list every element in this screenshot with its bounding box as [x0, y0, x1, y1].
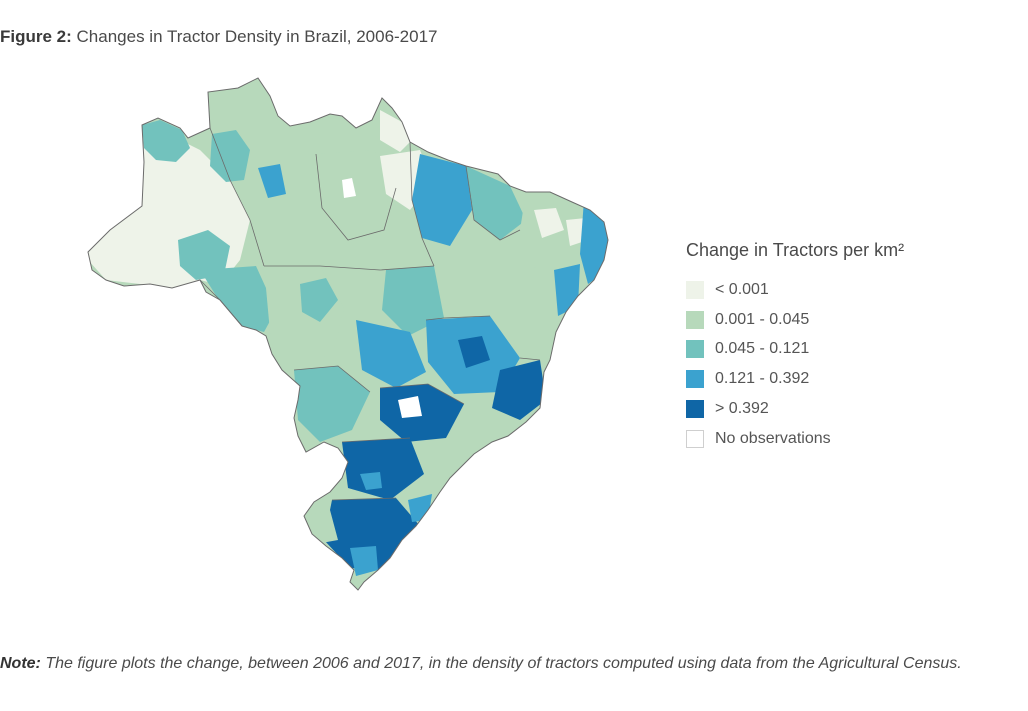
legend-swatch-3	[686, 370, 704, 389]
legend-item-5: No observations	[686, 424, 986, 454]
border-rio-grande-sul-north	[331, 497, 397, 501]
border-mato-grosso-sul	[293, 365, 371, 393]
note-label: Note:	[0, 655, 41, 672]
legend-label-2: 0.045 - 0.121	[715, 340, 810, 358]
figure-label: Figure 2:	[0, 27, 72, 46]
legend-label-4: > 0.392	[715, 400, 769, 418]
border-mato-grosso-north	[264, 265, 435, 271]
border-amazonas-roraima	[209, 127, 265, 267]
region-piaui-teal	[466, 166, 526, 240]
region-para-green	[316, 150, 396, 240]
region-acre-rondonia-teal	[200, 266, 276, 332]
legend-label-3: 0.121 - 0.392	[715, 370, 810, 388]
legend-swatch-0	[686, 280, 704, 299]
border-espirito-santo	[519, 357, 541, 361]
figure-title-text: Changes in Tractor Density in Brazil, 20…	[76, 27, 438, 46]
region-bahia-coast-blue	[554, 264, 580, 316]
border-para-inner	[315, 153, 397, 241]
legend-label-1: 0.001 - 0.045	[715, 310, 810, 328]
legend-label-5: No observations	[715, 429, 831, 447]
border-sao-paulo-north	[379, 383, 465, 405]
region-amazon-south-teal	[178, 230, 230, 280]
region-parana-blue	[360, 472, 382, 490]
brazil-choropleth-map	[80, 70, 640, 620]
region-para-no-obs	[342, 178, 356, 198]
region-northwest-teal	[142, 120, 190, 162]
region-mato-grosso-teal	[300, 278, 338, 322]
legend-item-4: > 0.392	[686, 394, 986, 424]
region-goias-blue	[356, 320, 426, 388]
region-roraima-blue	[258, 164, 286, 198]
legend-swatch-4	[686, 400, 704, 419]
legend-swatch-1	[686, 310, 704, 329]
legend-swatch-2	[686, 340, 704, 359]
region-maranhao-blue	[412, 154, 472, 246]
figure-title: Figure 2: Changes in Tractor Density in …	[0, 27, 438, 47]
region-upper-amazon-teal	[210, 130, 250, 182]
border-maranhao-piaui	[465, 165, 521, 241]
region-coast-blue	[580, 200, 608, 284]
note-text: The figure plots the change, between 200…	[45, 655, 962, 672]
region-rio-grande-sul-south-blue	[350, 546, 378, 576]
border-para-maranhao	[409, 141, 435, 267]
region-amapa-pale	[380, 110, 410, 152]
region-minas-dark	[458, 336, 490, 368]
map-svg	[87, 77, 609, 591]
map-fill-layer	[88, 78, 608, 590]
legend-item-2: 0.045 - 0.121	[686, 335, 986, 365]
legend-item-1: 0.001 - 0.045	[686, 305, 986, 335]
legend-swatch-5	[686, 429, 704, 448]
legend-item-0: < 0.001	[686, 275, 986, 305]
figure-note: Note: The figure plots the change, betwe…	[0, 650, 1000, 677]
region-sao-paulo-no-obs	[398, 396, 422, 418]
region-parana-dark	[342, 438, 424, 500]
region-mato-grosso-sul-teal	[294, 366, 370, 442]
region-northeast-pale-a	[534, 208, 564, 238]
region-tocantins-teal	[382, 266, 444, 336]
border-goias-minas-north	[425, 315, 491, 321]
border-parana-north	[341, 437, 411, 443]
legend-label-0: < 0.001	[715, 280, 769, 298]
region-rio-espirito-dark	[492, 360, 546, 420]
map-legend: Change in Tractors per km² < 0.001 0.001…	[686, 240, 986, 454]
legend-title: Change in Tractors per km²	[686, 240, 905, 260]
region-sao-paulo-dark	[380, 384, 464, 442]
legend-item-3: 0.121 - 0.392	[686, 364, 986, 394]
